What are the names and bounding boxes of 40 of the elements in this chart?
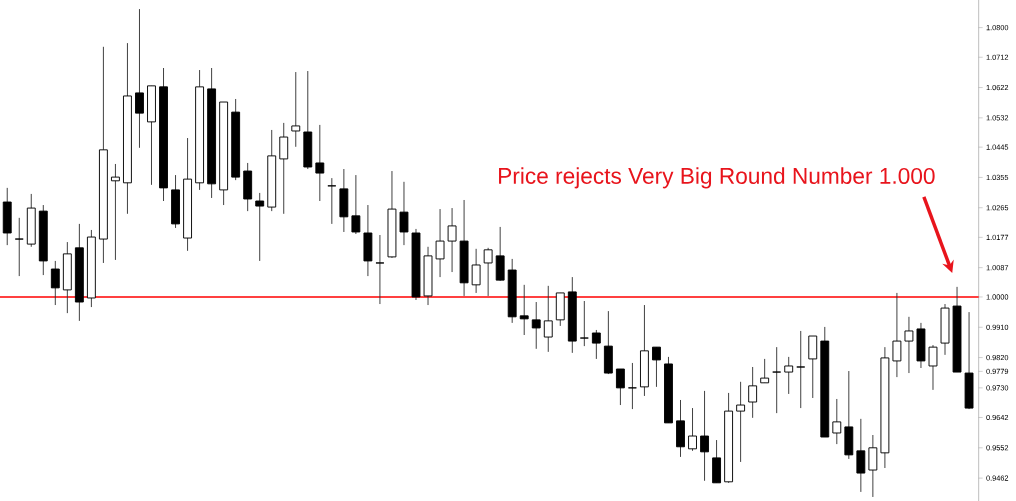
candlestick: [772, 346, 782, 414]
candlestick: [892, 292, 902, 378]
candlestick: [652, 346, 661, 388]
candlestick: [808, 335, 818, 399]
candlestick: [627, 362, 637, 410]
candlestick: [399, 181, 409, 246]
candlestick: [832, 398, 842, 445]
candlestick: [351, 174, 361, 235]
candlestick: [50, 260, 60, 306]
candlestick: [255, 192, 265, 262]
candlestick: [748, 366, 758, 419]
candlestick: [135, 8, 144, 149]
candlestick: [615, 368, 625, 406]
candlestick: [483, 247, 493, 297]
candlestick: [700, 390, 709, 482]
candlestick: [868, 434, 878, 498]
candlestick: [471, 248, 481, 294]
candlestick: [856, 418, 866, 493]
candlestick: [14, 217, 24, 277]
candlestick: [315, 124, 325, 202]
candlestick: [279, 122, 289, 215]
candlestick: [736, 381, 746, 463]
candlestick: [591, 329, 601, 360]
candlestick: [579, 300, 589, 347]
candlestick: [543, 285, 553, 353]
candlestick: [904, 316, 914, 374]
candlestick: [519, 284, 529, 336]
candlestick: [928, 344, 938, 391]
candlestick: [110, 163, 120, 261]
candlestick: [784, 356, 794, 395]
candlestick: [375, 234, 385, 305]
candlestick: [327, 177, 337, 225]
candlestick: [688, 407, 697, 452]
candlestick: [435, 208, 445, 278]
candlestick: [447, 207, 457, 273]
candlestick: [796, 330, 806, 409]
candlestick: [760, 358, 770, 384]
annotation: Price rejects Very Big Round Number 1.000: [499, 167, 935, 189]
candlestick: [531, 301, 541, 350]
candlestick: [291, 71, 301, 148]
